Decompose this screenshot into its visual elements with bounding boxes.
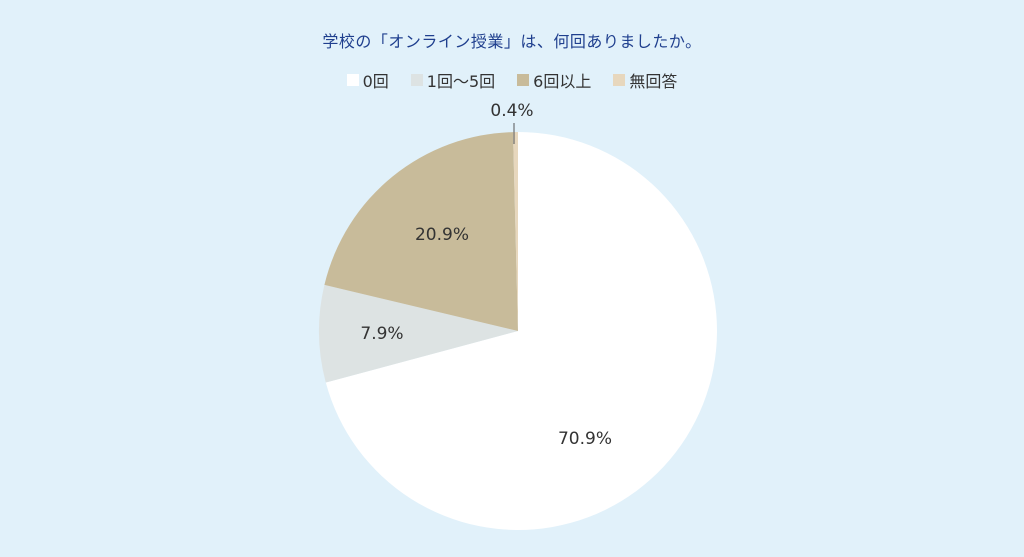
legend-label-2: 6回以上 <box>533 72 592 91</box>
slice-label-3: 0.4% <box>490 101 533 121</box>
legend-label-0: 0回 <box>362 72 389 91</box>
legend-swatch-2 <box>517 74 530 86</box>
legend-swatch-3 <box>613 74 626 86</box>
pie-slice-1 <box>318 284 518 383</box>
legend-item-1: 1回〜5回 <box>410 68 496 92</box>
pie-slice-0 <box>325 132 717 530</box>
pie-slice-2 <box>324 132 518 331</box>
legend-item-3: 無回答 <box>613 68 677 92</box>
legend-label-3: 無回答 <box>629 72 678 91</box>
pie-slice-3 <box>513 132 518 331</box>
legend-swatch-1 <box>410 74 423 86</box>
legend-label-1: 1回〜5回 <box>426 72 496 91</box>
legend-swatch-0 <box>346 74 359 86</box>
legend: 0回 1回〜5回 6回以上 無回答 <box>0 68 1024 92</box>
legend-item-2: 6回以上 <box>517 68 591 92</box>
chart-title: 学校の「オンライン授業」は、何回ありましたか。 <box>322 32 702 51</box>
slice-label-2: 20.9% <box>415 225 469 245</box>
slice-label-0: 70.9% <box>558 429 612 449</box>
slice-label-1: 7.9% <box>360 324 403 344</box>
legend-item-0: 0回 <box>346 68 389 92</box>
